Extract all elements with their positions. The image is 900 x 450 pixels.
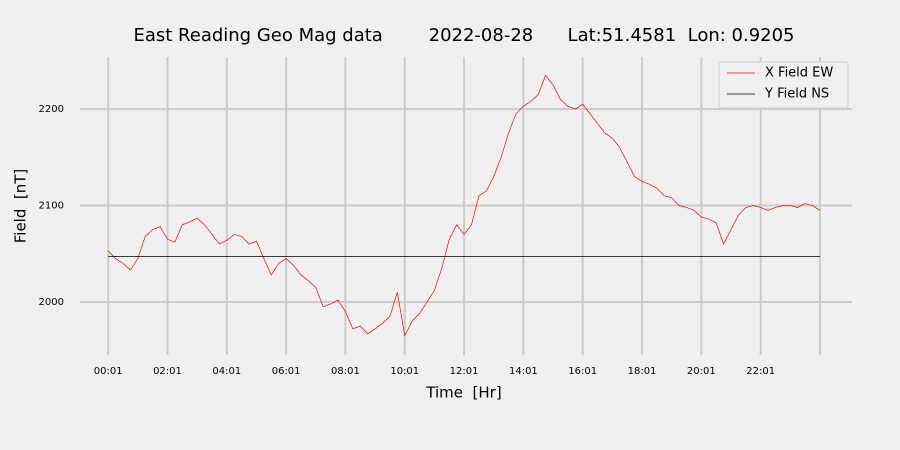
y-tick-label: 2200 bbox=[39, 104, 64, 115]
x-tick-label: 10:01 bbox=[390, 366, 419, 377]
x-tick-label: 20:01 bbox=[687, 366, 716, 377]
x-tick-label: 02:01 bbox=[153, 366, 182, 377]
legend-label: X Field EW bbox=[765, 66, 833, 81]
x-tick-label: 18:01 bbox=[628, 366, 657, 377]
x-tick-label: 14:01 bbox=[509, 366, 538, 377]
x-tick-label: 22:01 bbox=[746, 366, 775, 377]
x-axis-label: Time [Hr] bbox=[425, 384, 501, 402]
legend-box bbox=[718, 61, 849, 109]
x-tick-label: 04:01 bbox=[212, 366, 241, 377]
x-tick-label: 08:01 bbox=[331, 366, 360, 377]
y-tick-label: 2100 bbox=[39, 201, 64, 212]
x-tick-label: 12:01 bbox=[450, 366, 479, 377]
y-tick-label: 2000 bbox=[39, 297, 64, 308]
x-tick-label: 16:01 bbox=[568, 366, 597, 377]
legend-label: Y Field NS bbox=[764, 87, 829, 102]
x-tick-label: 06:01 bbox=[272, 366, 301, 377]
y-axis-label: Field [nT] bbox=[12, 169, 30, 244]
data-line bbox=[107, 74, 821, 337]
x-tick-label: 00:01 bbox=[94, 366, 123, 377]
chart-title: East Reading Geo Mag data 2022-08-28 Lat… bbox=[133, 25, 794, 46]
